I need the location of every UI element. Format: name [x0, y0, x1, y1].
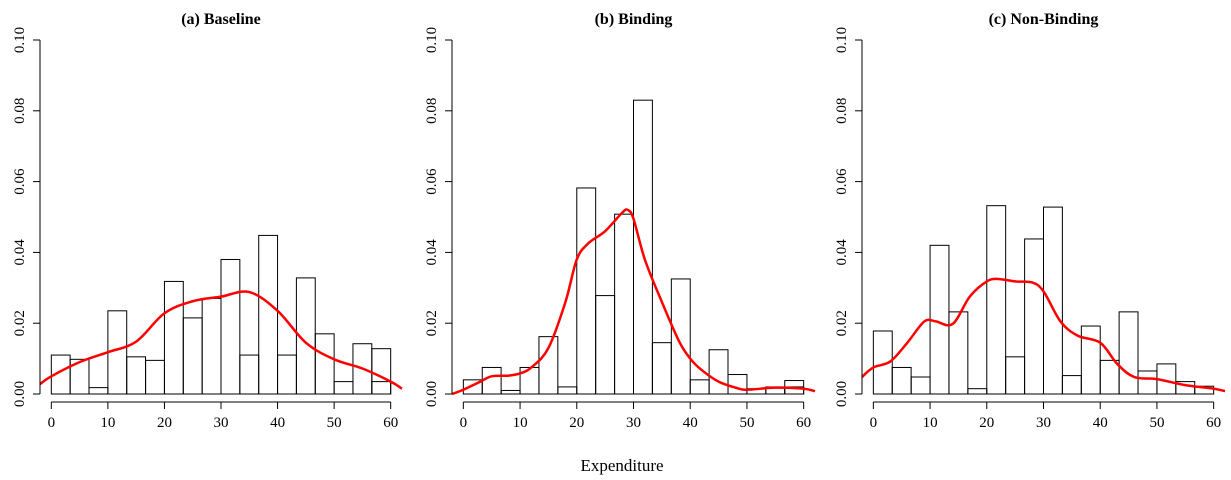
histogram-bar [1080, 325, 1101, 395]
x-tick-label: 50 [327, 415, 342, 431]
x-tick-label: 20 [157, 415, 172, 431]
x-axis-label: Expenditure [580, 456, 663, 475]
x-tick-label: 40 [1093, 415, 1108, 431]
y-tick-label: 0.02 [834, 310, 850, 336]
histogram-bar [1194, 385, 1215, 395]
y-tick-label: 0.10 [12, 27, 28, 53]
y-tick-label: 0.04 [834, 239, 850, 266]
histogram-bar [576, 187, 597, 395]
y-tick-label: 0.04 [12, 239, 28, 266]
x-tick-label: 50 [1149, 415, 1164, 431]
x-tick-label: 60 [1206, 415, 1221, 431]
histogram-bar [145, 359, 165, 395]
x-tick-label: 60 [383, 415, 398, 431]
x-tick-label: 20 [569, 415, 584, 431]
histogram-bar [1099, 359, 1120, 395]
histogram-bar [670, 278, 691, 395]
density-curve [39, 290, 403, 390]
y-tick-label: 0.02 [424, 310, 440, 336]
x-tick-label: 40 [270, 415, 285, 431]
y-tick-label: 0.06 [834, 168, 850, 195]
x-tick-label: 30 [626, 415, 641, 431]
y-tick-label: 0.10 [834, 27, 850, 53]
histogram-bar [967, 388, 988, 395]
histogram-bar [986, 205, 1007, 395]
histogram-bar [1043, 206, 1063, 395]
histogram-bar [1005, 356, 1026, 395]
histogram-bar [689, 379, 710, 395]
histogram-bar [614, 213, 635, 395]
histogram-bar [595, 295, 616, 395]
y-tick-label: 0.08 [12, 98, 28, 124]
y-tick-label: 0.06 [424, 168, 440, 195]
histogram-bar [891, 366, 912, 395]
histogram-bar [1024, 238, 1045, 395]
panel-non-binding: (c) Non-Binding 0 10 20 30 40 50 60 0.00 0.02 0.0… [834, 11, 1226, 431]
x-tick-label: 0 [48, 415, 56, 431]
histogram-bar [948, 311, 969, 395]
y-tick-label: 0.00 [424, 381, 440, 407]
histogram-bar [651, 342, 672, 395]
histogram-bar [708, 349, 729, 395]
x-tick-label: 40 [683, 415, 698, 431]
histogram-bar [500, 389, 521, 395]
x-tick-label: 10 [923, 415, 938, 431]
panel-title: (c) Non-Binding [989, 11, 1099, 28]
histogram-bar [277, 354, 297, 395]
x-tick-label: 10 [513, 415, 528, 431]
histogram-bar [126, 356, 147, 395]
density-curve [451, 208, 816, 396]
x-tick-label: 0 [460, 415, 468, 431]
panel-binding: (b) Binding 0 10 20 30 40 50 60 0.00 0.02 0.04 0.0… [424, 11, 816, 431]
histogram-bar [163, 280, 184, 395]
histogram-bar [872, 330, 893, 395]
histogram-bar [182, 317, 203, 395]
x-tick-label: 10 [100, 415, 115, 431]
y-tick-label: 0.04 [424, 239, 440, 266]
x-tick-label: 30 [1036, 415, 1051, 431]
histogram-bar [239, 354, 260, 395]
histogram-bar [258, 234, 279, 395]
histogram-bar [69, 358, 90, 395]
histogram-bar-overlay [371, 381, 392, 395]
panel-baseline: (a) Baseline 0 10 20 30 40 50 60 0.00 0.02 0.04 0.… [12, 11, 403, 431]
x-tick-label: 30 [214, 415, 229, 431]
histogram-bar [314, 333, 335, 395]
histogram-bar [371, 348, 392, 395]
histogram-bar [538, 336, 559, 395]
histogram-bar [333, 381, 354, 395]
y-tick-label: 0.00 [834, 381, 850, 407]
panel-title: (b) Binding [595, 11, 673, 28]
x-tick-label: 50 [739, 415, 754, 431]
y-tick-label: 0.10 [424, 27, 440, 53]
x-tick-label: 0 [870, 415, 878, 431]
y-tick-label: 0.08 [424, 98, 440, 124]
histogram-bar [727, 374, 748, 395]
histogram-bar [1118, 311, 1139, 395]
histogram-bar [633, 99, 653, 395]
x-tick-label: 60 [796, 415, 811, 431]
histogram-bar [1061, 375, 1082, 395]
x-tick-label: 20 [979, 415, 994, 431]
histogram-bar [1137, 370, 1158, 395]
histogram-bar [201, 297, 222, 395]
panel-title: (a) Baseline [181, 11, 261, 28]
y-tick-label: 0.00 [12, 381, 28, 407]
y-tick-label: 0.02 [12, 310, 28, 336]
y-tick-label: 0.06 [12, 168, 28, 195]
y-tick-label: 0.08 [834, 98, 850, 124]
histogram-bar [910, 376, 931, 395]
histogram-bar [557, 386, 578, 395]
histogram-bar [481, 366, 502, 395]
histogram-bar [88, 387, 109, 395]
histogram-bar [220, 258, 241, 395]
density-curve [861, 277, 1226, 393]
